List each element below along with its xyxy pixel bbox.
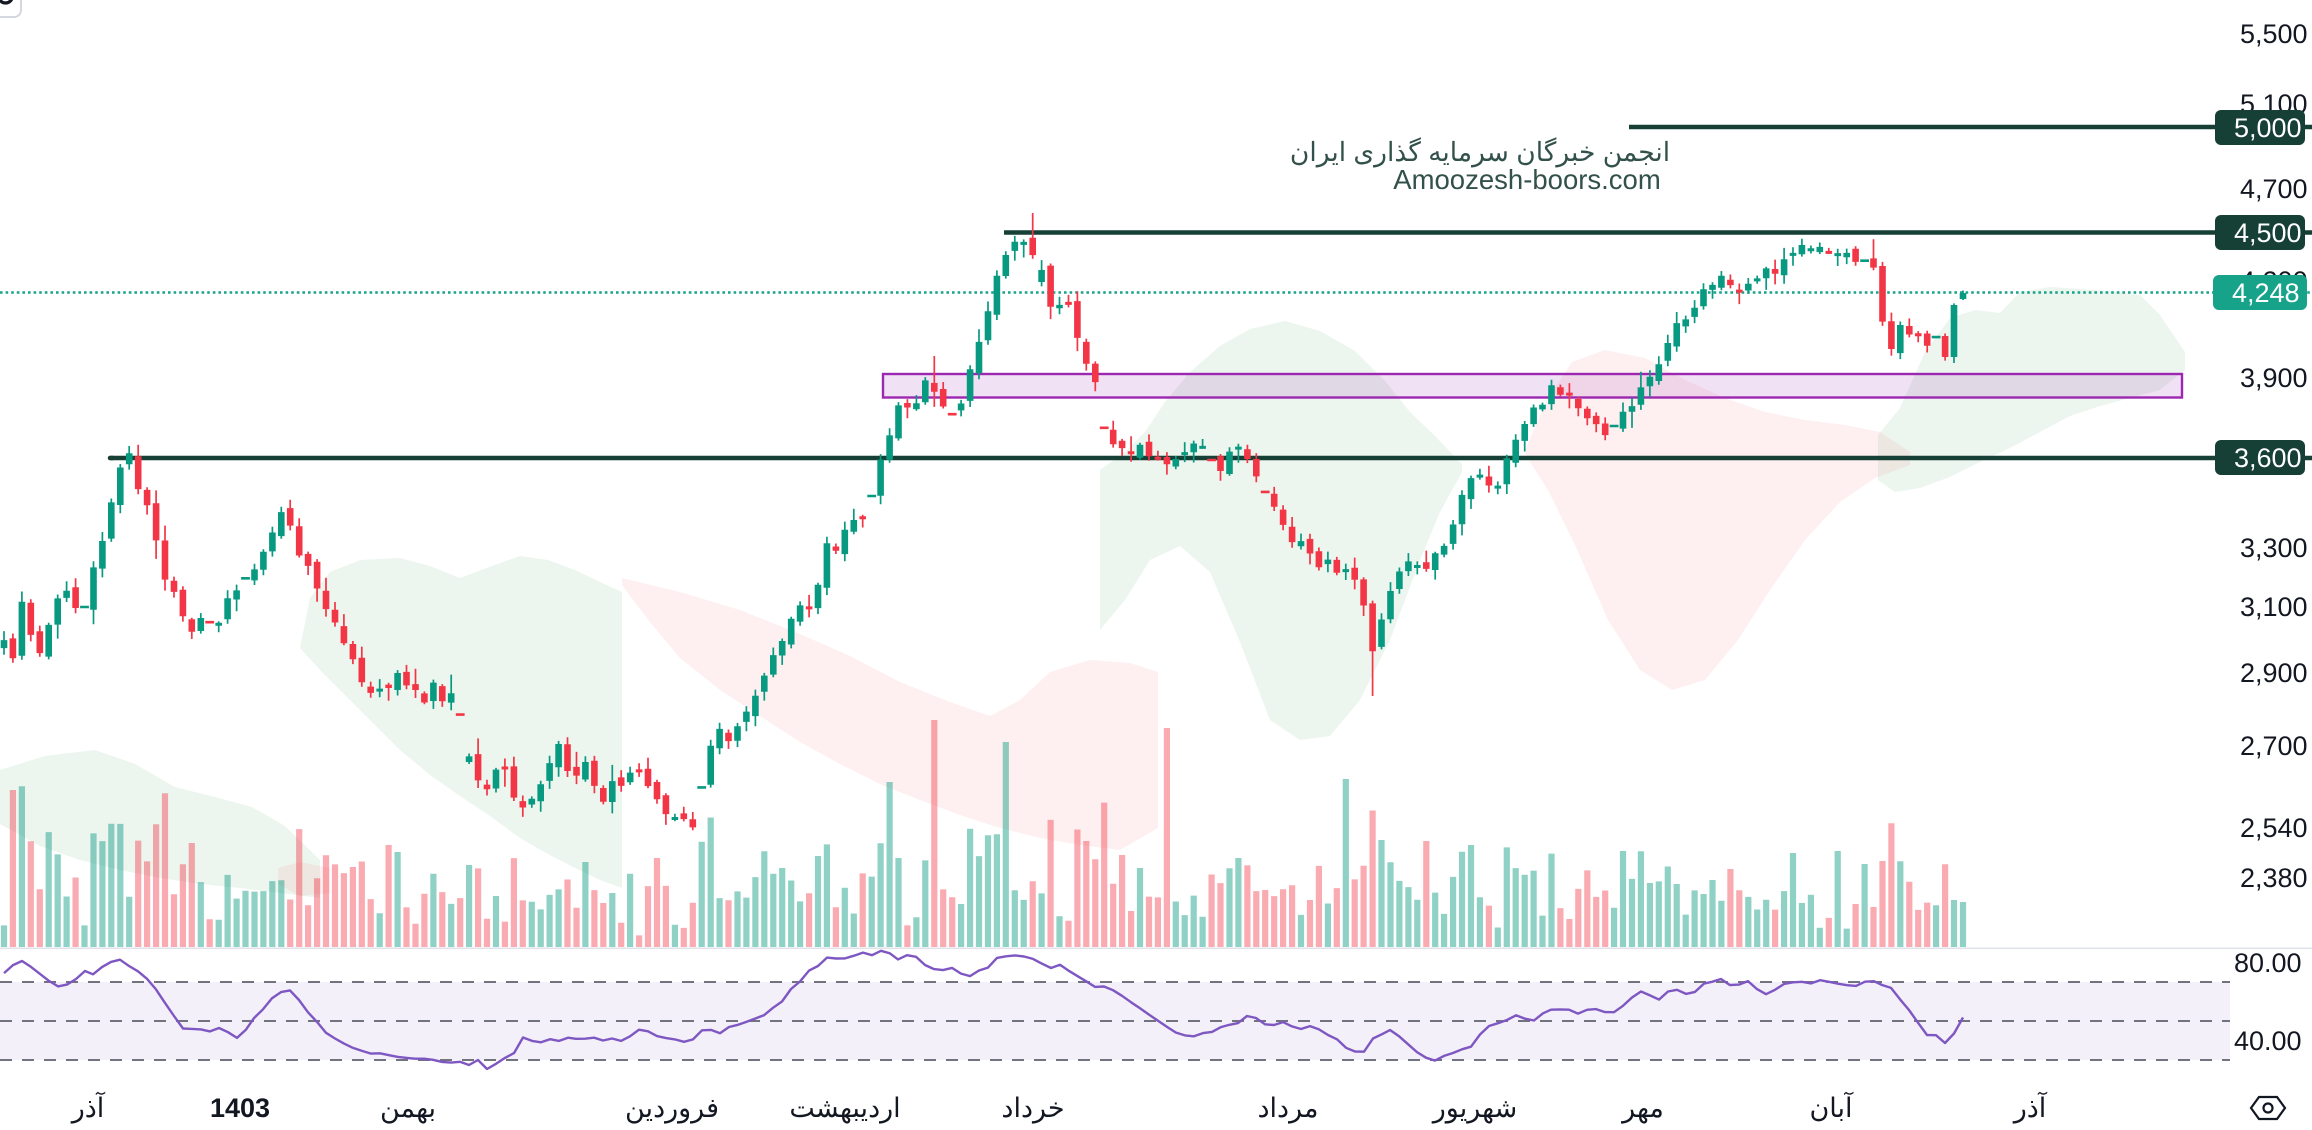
svg-text:شهریور: شهریور [1431,1093,1517,1124]
svg-text:فروردین: فروردین [625,1093,719,1124]
svg-text:3,900: 3,900 [2240,363,2308,393]
svg-text:2,540: 2,540 [2240,813,2308,843]
svg-text:2,700: 2,700 [2240,731,2308,761]
svg-text:3,100: 3,100 [2240,592,2308,622]
svg-text:اردیبهشت: اردیبهشت [789,1093,900,1124]
svg-text:آذر: آذر [70,1091,106,1124]
svg-text:4,500: 4,500 [2234,218,2302,248]
svg-text:انجمن خبرگان سرمایه گذاری ایرا: انجمن خبرگان سرمایه گذاری ایران [1290,136,1670,168]
svg-text:4,700: 4,700 [2240,174,2308,204]
svg-text:40.00: 40.00 [2234,1026,2302,1056]
svg-text:2,900: 2,900 [2240,658,2308,688]
svg-text:آذر: آذر [2012,1091,2048,1124]
svg-text:Amoozesh-boors.com: Amoozesh-boors.com [1393,164,1660,195]
svg-text:5,500: 5,500 [2240,19,2308,49]
svg-text:3,300: 3,300 [2240,533,2308,563]
svg-text:80.00: 80.00 [2234,948,2302,978]
svg-text:5,000: 5,000 [2234,113,2302,143]
svg-text:2,380: 2,380 [2240,863,2308,893]
svg-text:4,248: 4,248 [2232,278,2300,308]
svg-text:مهر: مهر [1620,1093,1664,1124]
svg-text:1403: 1403 [210,1093,270,1123]
svg-text:بهمن: بهمن [380,1093,436,1124]
svg-text:3,600: 3,600 [2234,443,2302,473]
svg-text:خرداد: خرداد [1001,1093,1064,1124]
svg-text:مرداد: مرداد [1258,1093,1319,1124]
svg-text:آبان: آبان [1809,1091,1854,1123]
